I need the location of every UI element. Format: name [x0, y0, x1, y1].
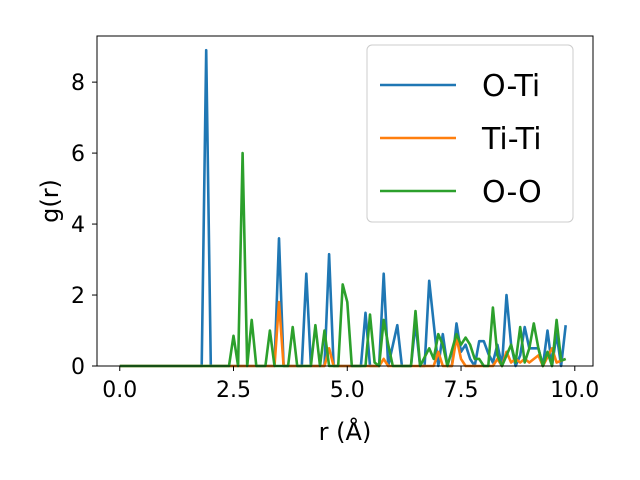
series-line-ti-ti	[119, 300, 567, 368]
y-axis: 0 2 4 6 8	[71, 71, 97, 380]
y-tick-label: 0	[71, 355, 85, 380]
plot-frame	[96, 35, 594, 367]
y-tick-label: 2	[71, 284, 85, 309]
y-tick-label: 6	[71, 142, 85, 167]
y-axis-label: g(r)	[36, 179, 64, 223]
x-tick-label: 2.5	[216, 378, 251, 403]
x-tick-label: 7.5	[444, 378, 479, 403]
legend-label-o-o: O-O	[482, 175, 542, 210]
y-tick-label: 4	[71, 213, 85, 238]
x-tick-label: 0.0	[102, 378, 137, 403]
x-tick-label: 5.0	[330, 378, 365, 403]
legend-label-o-ti: O-Ti	[482, 69, 540, 104]
x-tick-label: 10.0	[550, 378, 599, 403]
x-axis: 0.0 2.5 5.0 7.5 10.0	[102, 366, 599, 403]
x-axis-label: r (Å)	[319, 417, 372, 446]
y-tick-label: 8	[71, 71, 85, 96]
legend-frame	[366, 44, 574, 223]
legend: O-Ti Ti-Ti O-O	[366, 44, 574, 223]
legend-label-ti-ti: Ti-Ti	[481, 122, 542, 157]
